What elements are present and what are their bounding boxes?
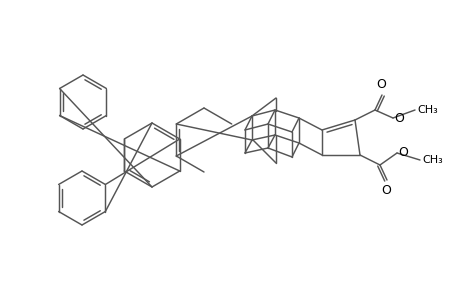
Text: O: O — [375, 78, 385, 91]
Text: CH₃: CH₃ — [421, 155, 442, 165]
Text: O: O — [380, 184, 390, 197]
Text: O: O — [393, 112, 403, 125]
Text: CH₃: CH₃ — [416, 105, 437, 115]
Text: O: O — [397, 146, 407, 158]
